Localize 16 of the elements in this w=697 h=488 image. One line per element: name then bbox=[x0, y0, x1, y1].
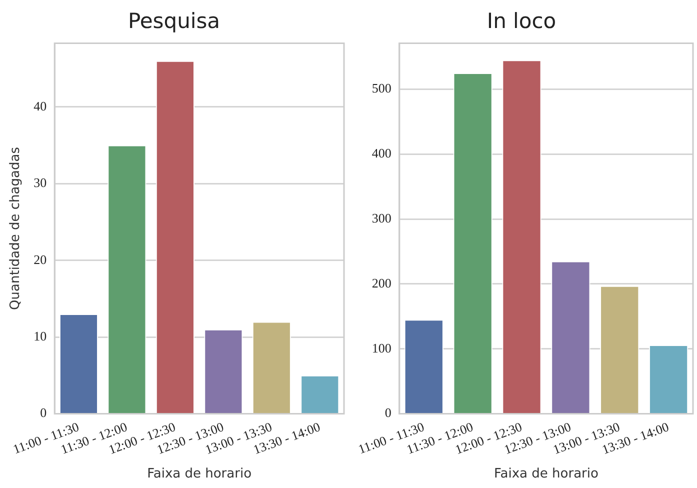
x-axis-title: Faixa de horario bbox=[147, 466, 252, 482]
y-tick-label: 30 bbox=[34, 175, 47, 190]
y-tick-label: 20 bbox=[34, 252, 47, 267]
chart-title: In loco bbox=[486, 9, 556, 34]
y-tick-label: 40 bbox=[34, 98, 47, 114]
y-tick-label: 500 bbox=[372, 80, 392, 96]
y-tick-label: 0 bbox=[384, 405, 392, 420]
x-axis-title: Faixa de horario bbox=[494, 466, 598, 482]
y-tick-label: 400 bbox=[372, 146, 392, 161]
y-tick-label: 100 bbox=[372, 340, 392, 356]
y-tick-label: 300 bbox=[372, 210, 392, 226]
y-axis-title: Quantidade de chagadas bbox=[8, 146, 24, 310]
chart-title: Pesquisa bbox=[128, 9, 220, 34]
y-tick-label: 200 bbox=[372, 275, 392, 290]
y-tick-label: 10 bbox=[34, 328, 47, 344]
y-tick-label: 0 bbox=[40, 405, 47, 420]
